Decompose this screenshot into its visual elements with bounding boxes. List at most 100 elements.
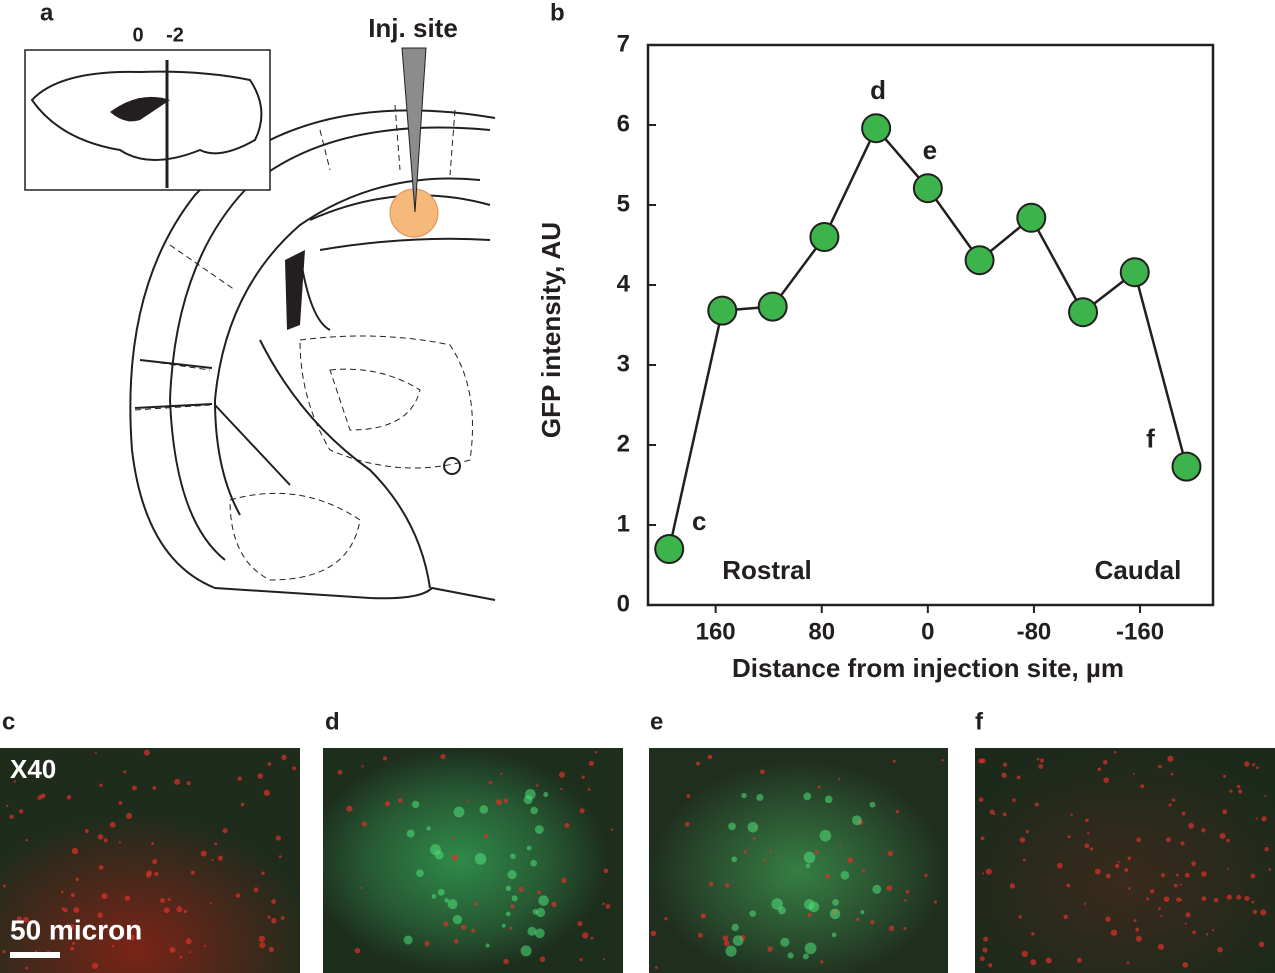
- speckle: [91, 962, 99, 970]
- speckle: [978, 797, 984, 803]
- speckle: [1097, 767, 1101, 771]
- speckle: [1105, 916, 1111, 922]
- speckle: [444, 898, 449, 903]
- speckle: [769, 850, 772, 853]
- speckle: [452, 836, 456, 840]
- data-point: [757, 291, 788, 322]
- speckle: [1087, 832, 1090, 835]
- diagram-label: 0: [132, 24, 143, 46]
- speckle: [747, 821, 759, 833]
- speckle: [261, 871, 265, 876]
- speckle: [1244, 761, 1250, 767]
- speckle: [860, 910, 865, 915]
- scale-bar-label: 50 micron: [10, 914, 142, 945]
- speckle: [185, 938, 192, 945]
- data-point: [1119, 257, 1150, 288]
- speckle: [1163, 896, 1170, 902]
- speckle: [526, 845, 532, 851]
- speckle: [70, 893, 75, 898]
- speckle: [1160, 914, 1163, 918]
- speckle: [1226, 838, 1230, 843]
- speckle: [605, 904, 611, 909]
- data-point: [1016, 202, 1047, 233]
- speckle: [1150, 889, 1155, 894]
- speckle: [1067, 835, 1071, 839]
- speckle: [756, 793, 764, 802]
- speckle: [1030, 959, 1037, 966]
- speckle: [1256, 766, 1259, 770]
- speckle: [1036, 757, 1040, 761]
- speckle: [1188, 822, 1195, 829]
- speckle: [211, 859, 214, 862]
- speckle: [1176, 873, 1179, 877]
- speckle: [1222, 774, 1227, 778]
- speckle: [1244, 895, 1250, 902]
- speckle: [214, 842, 218, 846]
- speckle: [982, 947, 988, 953]
- speckle: [9, 814, 14, 820]
- speckle: [802, 953, 809, 960]
- speckle: [73, 906, 80, 913]
- panel-label: c: [2, 708, 15, 735]
- speckle: [190, 870, 195, 875]
- speckle: [819, 829, 832, 842]
- speckle: [174, 778, 181, 785]
- speckle: [887, 850, 894, 857]
- speckle: [988, 963, 993, 968]
- speckle: [501, 923, 506, 928]
- speckle: [840, 870, 850, 880]
- speckle: [535, 784, 539, 787]
- speckle: [1105, 873, 1111, 879]
- speckle: [426, 826, 431, 831]
- speckle: [416, 869, 424, 877]
- micrograph: [0, 748, 300, 973]
- speckle: [1103, 777, 1110, 784]
- speckle: [1132, 772, 1135, 775]
- speckle: [1009, 883, 1016, 889]
- speckle: [808, 901, 820, 913]
- speckle: [431, 894, 437, 899]
- speckle: [933, 900, 938, 904]
- point-label: f: [1146, 423, 1155, 453]
- speckle: [1022, 858, 1026, 862]
- speckle: [1182, 962, 1189, 968]
- speckle: [1161, 873, 1165, 878]
- speckle: [1250, 873, 1256, 879]
- speckle: [511, 895, 518, 902]
- speckle: [68, 924, 75, 931]
- speckle: [579, 808, 585, 814]
- speckle: [1146, 897, 1150, 901]
- speckle: [700, 913, 706, 919]
- speckle: [803, 792, 812, 801]
- speckle: [18, 809, 24, 814]
- speckle: [1180, 883, 1183, 886]
- y-tick-label: 0: [617, 590, 630, 617]
- speckle: [1165, 837, 1171, 843]
- speckle: [500, 772, 503, 775]
- speckle: [154, 871, 159, 876]
- speckle: [1201, 896, 1207, 902]
- speckle: [13, 780, 16, 783]
- speckle: [25, 838, 29, 842]
- speckle: [1176, 897, 1181, 902]
- speckle: [203, 944, 206, 947]
- speckle: [70, 946, 75, 951]
- speckle: [131, 785, 137, 791]
- speckle: [983, 936, 989, 942]
- speckle: [787, 952, 794, 959]
- point-label: c: [692, 506, 706, 536]
- speckle: [403, 935, 413, 945]
- speckle: [741, 792, 747, 799]
- brain-diagram: [24, 47, 496, 601]
- speckle: [724, 883, 730, 888]
- speckle: [471, 928, 476, 933]
- speckle: [217, 855, 223, 861]
- speckle: [118, 841, 122, 844]
- speckle: [603, 868, 609, 874]
- speckle: [103, 838, 108, 843]
- speckle: [240, 802, 245, 807]
- data-point: [654, 534, 685, 564]
- speckle: [384, 800, 391, 807]
- speckle: [725, 945, 737, 957]
